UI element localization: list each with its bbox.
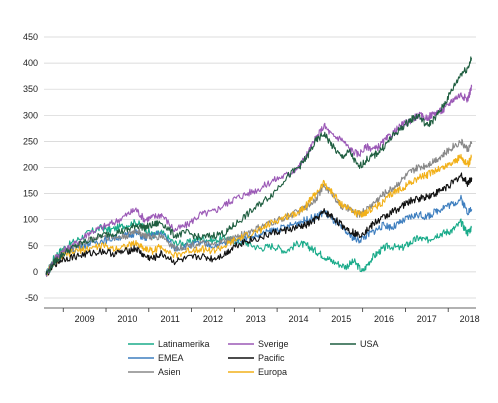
legend-label: Sverige: [258, 339, 289, 349]
gridlines: [44, 36, 476, 299]
legend-label: Europa: [258, 367, 287, 377]
legend: Latinamerika Sverige USA EMEA Pacific Asien Eu…: [128, 339, 379, 377]
legend-label: EMEA: [158, 353, 184, 363]
legend-label: Asien: [158, 367, 181, 377]
x-tick-label: 2016: [374, 314, 394, 324]
y-tick-label: 400: [23, 58, 38, 68]
legend-label: USA: [360, 339, 379, 349]
legend-label: Latinamerika: [158, 339, 210, 349]
x-tick-label: 2009: [75, 314, 95, 324]
y-tick-label: -50: [25, 293, 38, 303]
series-line-emea: [45, 194, 473, 276]
y-axis-tick-labels: -50 0 50 100 150 200 250 300 350 400 450: [23, 32, 38, 303]
y-tick-label: 300: [23, 110, 38, 120]
series-line-sverige: [45, 84, 473, 277]
series-lines: [45, 56, 473, 278]
legend-label: Pacific: [258, 353, 285, 363]
y-tick-label: 50: [28, 241, 38, 251]
x-axis: [44, 307, 476, 312]
y-tick-label: 0: [33, 267, 38, 277]
x-tick-label: 2011: [160, 314, 179, 324]
y-tick-label: 250: [23, 136, 38, 146]
x-axis-tick-labels: 2009 2010 2011 2012 2013 2014 2015 2016 2017 2018: [75, 314, 480, 324]
series-line-usa: [46, 56, 473, 276]
x-tick-label: 2013: [246, 314, 266, 324]
x-tick-label: 2012: [203, 314, 223, 324]
x-tick-label: 2014: [288, 314, 308, 324]
y-tick-label: 450: [23, 32, 38, 42]
y-tick-label: 200: [23, 163, 38, 173]
x-tick-label: 2015: [331, 314, 351, 324]
series-line-pacific: [45, 172, 473, 276]
y-tick-label: 100: [23, 215, 38, 225]
series-line-asien: [45, 138, 473, 278]
y-tick-label: 150: [23, 189, 38, 199]
x-tick-label: 2017: [417, 314, 437, 324]
x-tick-label: 2010: [117, 314, 137, 324]
series-line-europa: [45, 153, 472, 276]
y-tick-label: 350: [23, 84, 38, 94]
series-line-latinamerika: [45, 218, 473, 275]
x-tick-label: 2018: [460, 314, 480, 324]
